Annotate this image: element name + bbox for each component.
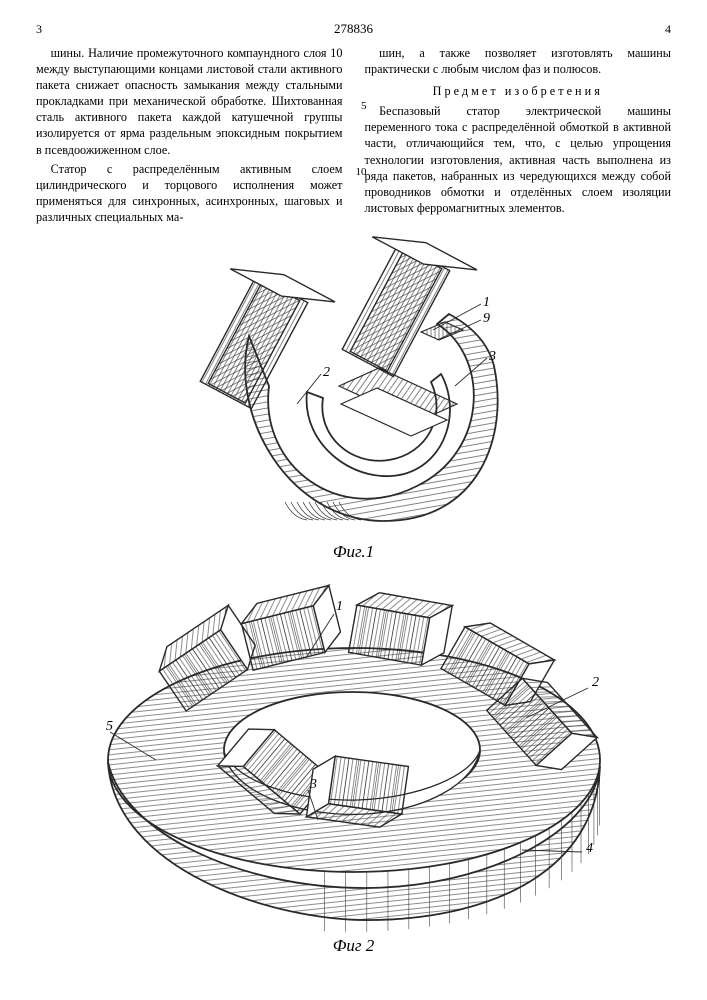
svg-text:5: 5 [106, 719, 113, 734]
figure-1-svg: 1932 [189, 236, 519, 546]
right-column: 5 10 шин, а также позволяет изготовлять … [365, 45, 672, 228]
paragraph: Статор с распределённым активным слоем ц… [36, 161, 343, 225]
claim-paragraph: Беспазовый статор электрической машины п… [365, 103, 672, 216]
left-column: шины. Наличие промежуточного компаундног… [36, 45, 343, 228]
page-number-right: 4 [665, 22, 671, 37]
text-columns: шины. Наличие промежуточного компаундног… [36, 45, 671, 228]
svg-text:2: 2 [592, 675, 599, 690]
paragraph: шин, а также позволяет изготовлять машин… [365, 45, 672, 77]
svg-text:2: 2 [323, 365, 330, 380]
svg-text:4: 4 [586, 841, 593, 856]
svg-text:9: 9 [483, 311, 490, 326]
figure-2-svg: 1 2 5 3 4 [74, 570, 634, 940]
svg-text:3: 3 [309, 777, 317, 792]
svg-text:1: 1 [483, 295, 490, 310]
figure-2: 1 2 5 3 4 Фиг 2 [36, 570, 671, 956]
figure-1-caption: Фиг.1 [36, 542, 671, 562]
patent-number: 278836 [36, 21, 671, 37]
subject-heading: Предмет изобретения [365, 83, 672, 99]
line-number-mark: 10 [353, 165, 367, 180]
svg-text:1: 1 [336, 599, 343, 614]
svg-text:3: 3 [488, 349, 496, 364]
line-number-mark: 5 [353, 99, 367, 114]
paragraph: шины. Наличие промежуточного компаундног… [36, 45, 343, 158]
figure-1: 1932 Фиг.1 [36, 236, 671, 562]
page-number-left: 3 [36, 22, 42, 37]
figure-2-caption: Фиг 2 [36, 936, 671, 956]
